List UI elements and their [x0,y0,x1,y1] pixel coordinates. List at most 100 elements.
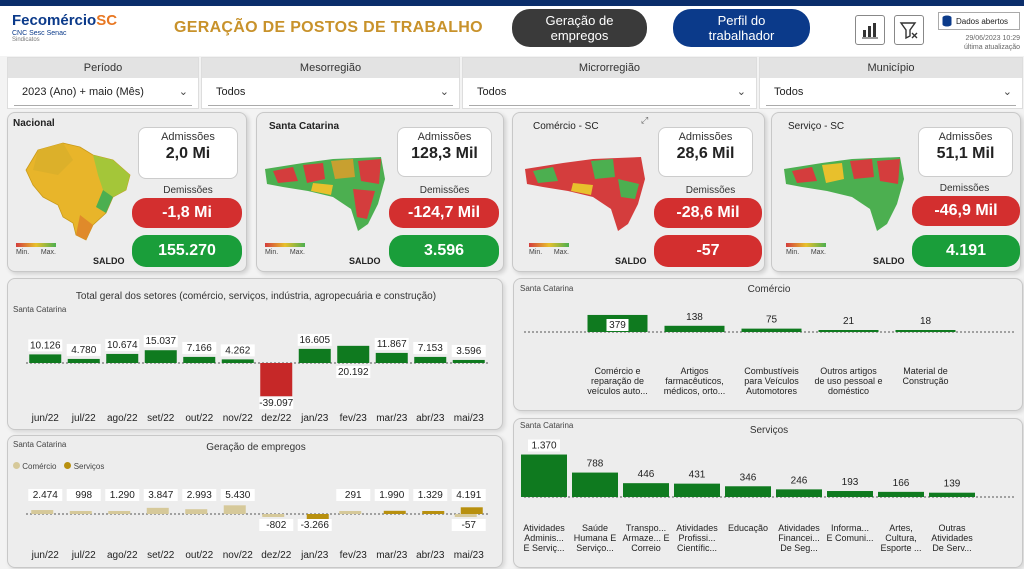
x-tick-label: Transpo... [626,523,666,533]
bar[interactable] [460,507,483,514]
bar[interactable] [106,353,139,363]
bar[interactable] [306,514,329,520]
sc-map[interactable] [263,149,388,234]
saldo-value: 4.191 [912,235,1020,267]
filter-municipio[interactable]: Município Todos ⌄ [759,57,1023,109]
total-geral-panel: Santa Catarina Total geral dos setores (… [7,278,503,430]
last-update: 29/06/2023 10:29 última atualização [963,35,1020,51]
bar[interactable] [725,486,771,497]
bar[interactable] [664,325,725,332]
x-tick-label: fev/23 [340,550,368,561]
bar[interactable] [339,511,362,514]
chevron-down-icon[interactable]: ⌄ [439,86,449,98]
data-label-bg [336,489,371,501]
geracao-empregos-panel: Santa Catarina Geração de empregos Comér… [7,435,503,568]
bar[interactable] [521,454,567,497]
admissoes-box: Admissões 51,1 Mil [918,127,1013,177]
filter-mesorregiao[interactable]: Mesorregião Todos ⌄ [201,57,460,109]
bar[interactable] [572,472,618,497]
report-chart-icon[interactable] [855,15,885,45]
legend-comercio[interactable]: Comércio [13,462,56,471]
bar[interactable] [674,483,720,497]
bar[interactable] [818,330,879,332]
bar[interactable] [422,511,445,514]
bar[interactable] [454,514,477,517]
bar[interactable] [185,509,208,514]
x-tick-label: dez/22 [261,413,291,424]
filter-microrregiao[interactable]: Microrregião Todos ⌄ [462,57,757,109]
filter-label: Município [760,58,1022,78]
bar[interactable] [262,514,285,517]
bar[interactable] [383,510,406,514]
data-label: 3.847 [148,490,173,501]
x-tick-label: De Seg... [780,543,818,553]
bar[interactable] [827,491,873,497]
database-icon [942,15,952,27]
x-tick-label: Adminis... [524,533,564,543]
expand-icon[interactable]: ⤢ [641,115,649,125]
bar[interactable] [337,345,370,363]
bar[interactable] [223,505,246,514]
data-label: 2.993 [187,490,212,501]
data-label-bg [374,489,409,501]
bar[interactable] [414,356,447,363]
bar[interactable] [69,511,92,514]
saldo-label: SALDO [349,256,381,266]
chart-title: Geração de empregos [206,442,306,453]
bar[interactable] [31,510,54,514]
data-label-bg [297,333,332,346]
data-label-bg [606,319,629,331]
data-label-bg [297,519,332,531]
dados-abertos-button[interactable]: Dados abertos [938,12,1020,30]
comercio-map[interactable] [523,149,648,234]
bar[interactable] [452,359,485,363]
bar[interactable] [146,507,169,514]
perfil-trabalhador-button[interactable]: Perfil do trabalhador [673,9,810,47]
filter-label: Mesorregião [202,58,459,78]
data-label-bg [528,439,560,452]
bar[interactable] [67,358,100,363]
chart-subtitle: Santa Catarina [13,440,67,449]
x-tick-label: jan/23 [300,413,329,424]
x-tick-label: dez/22 [261,550,291,561]
x-tick-label: Comércio e [594,366,640,376]
card-nacional: Nacional Min. Max. Admissões 2,0 Mi Demis… [7,112,247,272]
chart-legend: Comércio Serviços [13,462,104,471]
bar[interactable] [183,356,216,363]
chevron-down-icon[interactable]: ⌄ [178,86,188,98]
data-label-bg [182,341,217,354]
geracao-empregos-button[interactable]: Geração de empregos [512,9,647,47]
demissoes-label: Demissões [939,183,990,194]
bar[interactable] [623,483,669,497]
bar[interactable] [929,492,975,497]
filter-periodo[interactable]: Período 2023 (Ano) + maio (Mês) ⌄ [7,57,199,109]
card-santa-catarina: Santa Catarina Min. Max. Admissões 128,3 … [256,112,504,272]
bar[interactable] [878,491,924,497]
data-label: 10.674 [107,340,138,351]
data-label: 1.370 [531,441,556,452]
bar[interactable] [375,352,408,363]
bar[interactable] [741,328,802,332]
data-label: 15.037 [145,336,176,347]
chart-title: Serviços [749,425,789,436]
bar[interactable] [221,359,254,363]
x-tick-label: doméstico [828,386,869,396]
bar[interactable] [144,350,177,363]
x-tick-label: jul/22 [71,413,96,424]
legend-servicos[interactable]: Serviços [64,462,104,471]
clear-filter-icon[interactable] [894,15,924,45]
servico-map[interactable] [782,149,907,234]
bar[interactable] [108,511,131,514]
chevron-down-icon[interactable]: ⌄ [736,86,746,98]
bar[interactable] [29,354,62,363]
bar[interactable] [776,489,822,497]
brazil-map[interactable] [18,135,136,245]
data-label: 4.191 [456,490,481,501]
x-tick-label: Automotores [746,386,798,396]
bar[interactable] [260,363,293,397]
bar[interactable] [895,330,956,332]
data-label: 3.596 [456,346,481,357]
chevron-down-icon[interactable]: ⌄ [1002,86,1012,98]
bar[interactable] [298,348,331,363]
